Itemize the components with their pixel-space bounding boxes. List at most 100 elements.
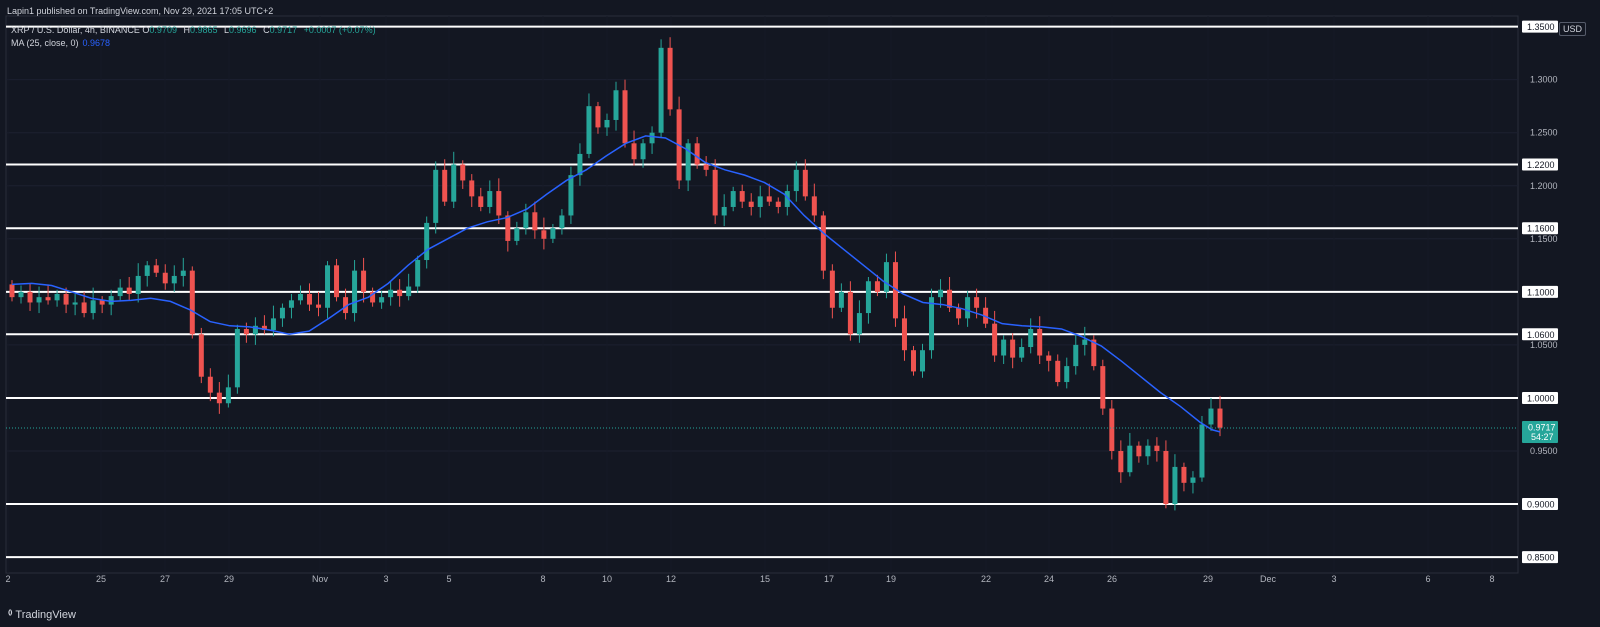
candle-body [27, 291, 33, 303]
x-tick-label: 22 [981, 574, 991, 584]
candle-body [234, 328, 240, 388]
candle-body [1037, 328, 1043, 356]
tradingview-logo[interactable]: ⁽⁾ TradingView [8, 608, 76, 622]
candle-body [36, 297, 42, 303]
candle-body [207, 376, 213, 393]
candle-body [325, 265, 331, 308]
x-tick-label: 2 [5, 574, 10, 584]
candle-body [460, 164, 466, 181]
candle-body [1001, 339, 1007, 356]
candle-body [1172, 466, 1178, 505]
y-tick-label: 1.1500 [1530, 234, 1558, 244]
level-label-bg [1522, 498, 1558, 511]
level-label: 0.9000 [1527, 500, 1555, 510]
candle-body [171, 275, 177, 284]
close-label: C [263, 25, 270, 35]
candle-body [649, 132, 655, 144]
candle-body [775, 201, 781, 207]
candle-body [397, 289, 403, 297]
candle-body [983, 307, 989, 324]
candle-body [757, 196, 763, 207]
candle-body [81, 302, 87, 314]
candle-body [766, 196, 772, 202]
candle-body [721, 206, 727, 216]
symbol-legend: XRP / U.S. Dollar, 4h, BINANCE O0.9709 H… [11, 25, 380, 35]
current-price-badge[interactable] [1522, 420, 1558, 443]
candle-body [595, 106, 601, 128]
ma-legend[interactable]: MA (25, close, 0) 0.9678 [11, 38, 110, 48]
open-label: O [142, 25, 150, 35]
candle-body [532, 212, 538, 231]
candle-body [225, 387, 231, 404]
level-label-bg [1522, 391, 1558, 404]
countdown-label: 54:27 [1531, 432, 1554, 442]
candle-body [144, 265, 150, 276]
candle-body [153, 265, 159, 273]
candle-body [703, 164, 709, 170]
candle-body [63, 293, 69, 305]
candle-body [54, 293, 60, 301]
candle-body [180, 270, 186, 276]
candle-body [1136, 445, 1142, 457]
y-tick-label: 0.9500 [1530, 446, 1558, 456]
candle-body [793, 169, 799, 192]
plot-area [5, 15, 1519, 574]
candle-body [1208, 408, 1214, 425]
ma-value: 0.9678 [82, 38, 111, 48]
candle-body [613, 90, 619, 120]
candle-body [920, 350, 926, 372]
x-tick-label: 29 [1203, 574, 1213, 584]
candle-body [956, 307, 962, 319]
x-axis[interactable]: 2 25 27 29 Nov 3 5 8 10 12 15 17 19 22 24 26 29 Dec 3 6 8 [5, 574, 1494, 584]
level-label: 1.3500 [1527, 22, 1555, 32]
candle-body [487, 191, 493, 207]
candle-body [1190, 477, 1196, 483]
currency-badge[interactable]: USD [1558, 22, 1586, 36]
candle-body [874, 281, 880, 292]
low-label: L [224, 25, 230, 35]
candle-body [586, 106, 592, 154]
candle-body [1082, 339, 1088, 345]
candle-body [514, 228, 520, 241]
candle-body [261, 325, 267, 331]
candle-body [604, 119, 610, 128]
y-axis[interactable]: 1.3000 1.2500 1.2000 1.1500 1.0500 0.9500 1.35… [1522, 20, 1558, 564]
current-price-label: 0.9717 [1528, 422, 1556, 432]
candle-body [216, 392, 222, 404]
candle-body [1073, 344, 1079, 367]
tradingview-mark-icon: ⁽⁾ [8, 609, 13, 621]
candle-body [469, 180, 475, 197]
candle-body [1028, 328, 1034, 348]
candle-body [424, 222, 430, 261]
candle-body [478, 196, 484, 207]
candle-body [802, 169, 808, 197]
candle-body [1163, 450, 1169, 505]
candle-body [947, 289, 953, 308]
candle-body [126, 287, 132, 294]
candle-body [108, 296, 114, 305]
candle-body [965, 297, 971, 319]
open-value: 0.9709 [149, 25, 177, 35]
candle-body [631, 143, 637, 160]
candle-body [829, 270, 835, 308]
level-label-bg [1522, 20, 1558, 33]
branding-label: TradingView [15, 608, 76, 621]
candle-body [847, 291, 853, 335]
y-tick-label: 1.2000 [1530, 181, 1558, 191]
candle-body [316, 304, 322, 308]
x-tick-label: 8 [1489, 574, 1494, 584]
candle-body [343, 297, 349, 314]
candle-body [856, 313, 862, 335]
x-tick-label: Nov [312, 574, 329, 584]
y-tick-label: 1.3000 [1530, 75, 1558, 85]
level-label: 1.0600 [1527, 330, 1555, 340]
x-tick-label: 19 [886, 574, 896, 584]
symbol-title[interactable]: XRP / U.S. Dollar, 4h, BINANCE [11, 25, 140, 35]
candle-body [189, 270, 195, 335]
candle-body [892, 262, 898, 319]
candle-body [1217, 408, 1223, 428]
candle-body [9, 284, 15, 298]
candle-body [838, 291, 844, 308]
